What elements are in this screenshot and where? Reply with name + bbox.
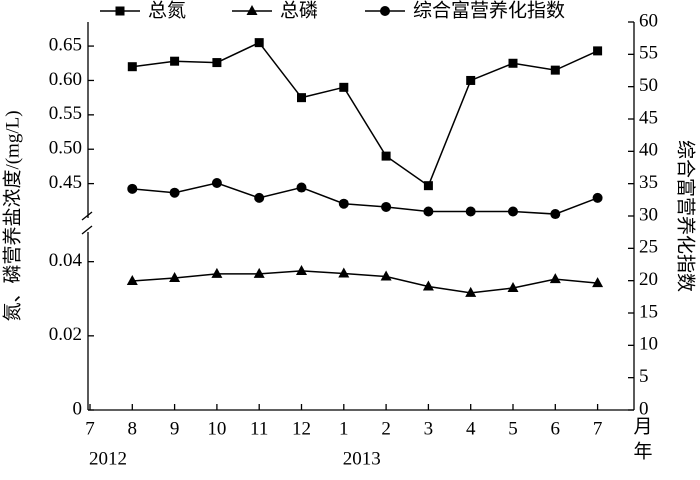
- marker: [338, 198, 349, 209]
- y-tick-label: 0: [73, 398, 83, 419]
- marker: [465, 206, 476, 217]
- legend-label: 综合富营养化指数: [413, 0, 565, 21]
- x-tick-label: 2: [381, 418, 391, 439]
- marker: [592, 277, 604, 288]
- y2-tick-label: 20: [639, 269, 658, 290]
- legend-label: 总氮: [148, 0, 186, 21]
- x-tick-label: 8: [128, 418, 138, 439]
- marker: [253, 267, 265, 278]
- x-unit-label: 年: [633, 440, 652, 462]
- y-tick-label: 0.55: [49, 103, 82, 124]
- marker: [423, 206, 434, 217]
- marker: [254, 192, 265, 203]
- marker: [296, 182, 307, 193]
- y-axis-label: 氮、磷营养盐浓度/(mg/L): [1, 110, 23, 321]
- marker: [115, 6, 125, 16]
- marker: [507, 281, 519, 292]
- y2-tick-label: 30: [639, 204, 658, 225]
- x-tick-label: 11: [250, 418, 268, 439]
- marker: [549, 273, 561, 284]
- x-tick-label: 7: [85, 418, 95, 439]
- marker: [170, 56, 180, 66]
- y-axis-break: [81, 211, 93, 221]
- marker: [211, 178, 222, 189]
- y2-tick-label: 40: [639, 140, 658, 161]
- series-line: [132, 41, 598, 187]
- marker: [339, 82, 349, 92]
- marker: [211, 267, 223, 278]
- marker: [423, 181, 433, 191]
- x-tick-label: 5: [508, 418, 518, 439]
- marker: [338, 267, 350, 278]
- marker: [592, 192, 603, 203]
- marker: [465, 286, 477, 297]
- x-tick-label: 10: [207, 418, 226, 439]
- y2-tick-label: 0: [639, 398, 649, 419]
- y-tick-label: 0.02: [49, 324, 82, 345]
- marker: [508, 206, 518, 217]
- marker: [593, 46, 603, 56]
- y2-tick-label: 50: [639, 75, 658, 96]
- y2-axis-label: 综合富营养化指数: [675, 140, 697, 292]
- marker: [297, 93, 306, 103]
- marker: [127, 183, 138, 194]
- legend-label: 总磷: [280, 0, 318, 21]
- x-tick-label: 6: [551, 418, 561, 439]
- marker: [550, 65, 560, 75]
- marker: [380, 270, 392, 281]
- marker: [422, 280, 434, 291]
- marker: [508, 58, 518, 68]
- marker: [212, 58, 222, 68]
- y2-tick-label: 10: [639, 334, 658, 355]
- marker: [254, 38, 264, 48]
- year-label: 2012: [89, 448, 127, 469]
- y-tick-label: 0.45: [49, 172, 82, 193]
- x-tick-label: 4: [466, 418, 476, 439]
- x-tick-label: 7: [593, 418, 603, 439]
- y2-tick-label: 25: [639, 237, 658, 258]
- y2-tick-label: 60: [639, 10, 658, 31]
- y2-tick-label: 5: [639, 366, 649, 387]
- y-tick-label: 0.65: [49, 34, 82, 55]
- marker: [381, 201, 392, 212]
- y2-tick-label: 15: [639, 301, 658, 322]
- year-label: 2013: [343, 448, 381, 469]
- y-tick-label: 0.60: [49, 69, 82, 90]
- y2-tick-label: 45: [639, 107, 658, 128]
- x-tick-label: 9: [170, 418, 180, 439]
- y-tick-label: 0.50: [49, 138, 82, 159]
- x-unit-label: 月: [633, 416, 652, 437]
- marker: [550, 209, 561, 220]
- y2-tick-label: 55: [639, 43, 658, 64]
- y2-tick-label: 35: [639, 172, 658, 193]
- marker: [169, 187, 180, 198]
- series-line: [132, 270, 598, 294]
- x-tick-label: 3: [424, 418, 434, 439]
- x-tick-label: 1: [339, 418, 349, 439]
- marker: [380, 6, 390, 16]
- series-line: [132, 182, 598, 215]
- marker: [381, 151, 391, 161]
- y-axis-break: [81, 225, 93, 235]
- marker: [126, 274, 138, 285]
- marker: [169, 271, 181, 282]
- marker: [246, 5, 258, 15]
- y-tick-label: 0.04: [49, 250, 83, 271]
- x-tick-label: 12: [292, 418, 311, 439]
- marker: [127, 62, 137, 72]
- marker: [296, 264, 307, 275]
- marker: [466, 75, 476, 85]
